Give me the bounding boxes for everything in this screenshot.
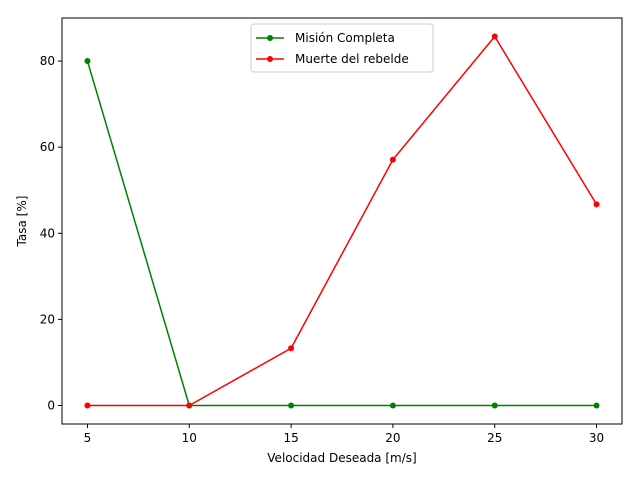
- x-axis: 5 10 15 20 25 30: [84, 424, 604, 445]
- data-point: [593, 402, 600, 409]
- legend: Misión Completa Muerte del rebelde: [250, 23, 434, 73]
- legend-marker: [267, 56, 273, 62]
- data-point: [389, 402, 396, 409]
- data-point: [491, 402, 498, 409]
- legend-label: Misión Completa: [295, 31, 395, 45]
- x-tick-label: 25: [487, 431, 502, 445]
- data-point: [593, 201, 600, 208]
- y-axis: 0 20 40 60 80: [40, 54, 62, 412]
- legend-items: Misión Completa Muerte del rebelde: [256, 31, 409, 66]
- series-line: [87, 35, 598, 407]
- x-axis-label: Velocidad Deseada [m/s]: [267, 451, 416, 465]
- series-2: [84, 33, 600, 409]
- data-point: [288, 345, 295, 352]
- legend-label: Muerte del rebelde: [295, 52, 409, 66]
- y-tick-label: 20: [40, 312, 55, 326]
- data-point: [491, 33, 498, 40]
- x-tick-label: 10: [182, 431, 197, 445]
- legend-item: Misión Completa: [256, 31, 395, 45]
- data-point: [186, 402, 193, 409]
- y-axis-label: Tasa [%]: [15, 196, 29, 248]
- x-tick-label: 20: [385, 431, 400, 445]
- data-point: [84, 58, 91, 65]
- series-1: [84, 58, 600, 409]
- y-tick-label: 60: [40, 140, 55, 154]
- x-tick-label: 15: [283, 431, 298, 445]
- legend-item: Muerte del rebelde: [256, 52, 409, 66]
- series-line: [86, 60, 597, 407]
- series-layer: [84, 33, 600, 409]
- x-tick-label: 5: [84, 431, 92, 445]
- legend-box: [250, 23, 434, 73]
- legend-marker: [267, 35, 273, 41]
- plot-frame: [61, 17, 623, 425]
- y-tick-label: 40: [40, 226, 55, 240]
- data-point: [389, 156, 396, 163]
- x-tick-label: 30: [589, 431, 604, 445]
- y-tick-label: 0: [47, 398, 55, 412]
- y-tick-label: 80: [40, 54, 55, 68]
- data-point: [288, 402, 295, 409]
- data-point: [84, 402, 91, 409]
